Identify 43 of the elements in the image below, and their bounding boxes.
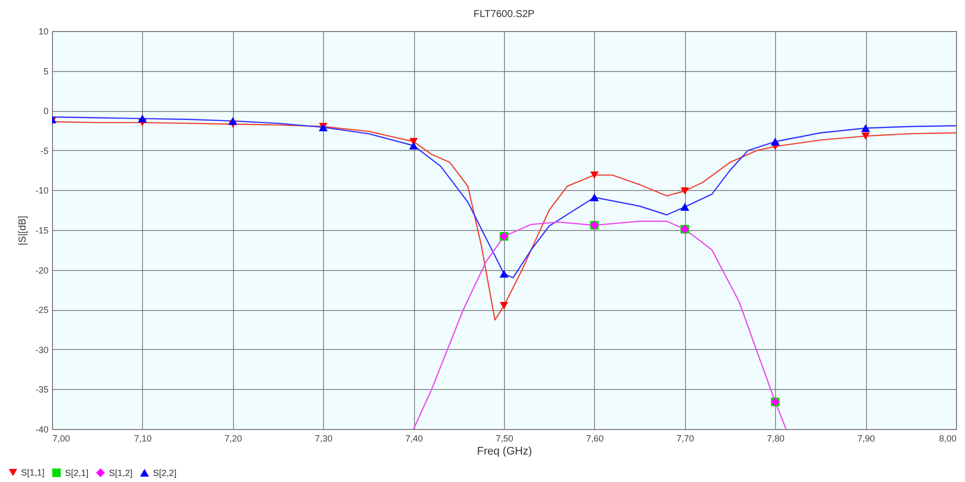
point xyxy=(770,138,780,146)
legend-label: S[1,1] xyxy=(21,468,45,478)
x-tick-label: 7,60 xyxy=(586,434,604,444)
chart-title: FLT7600.S2P xyxy=(474,9,535,20)
x-axis-title: Freq (GHz) xyxy=(477,446,532,458)
y-tick-label: 0 xyxy=(43,106,48,116)
y-axis-title: |S|[dB] xyxy=(17,215,28,246)
y-tick-label: -20 xyxy=(35,265,48,276)
point xyxy=(861,132,870,140)
point xyxy=(138,114,147,122)
y-tick-label: -15 xyxy=(35,226,48,236)
point xyxy=(409,142,418,150)
y-tick-label: -40 xyxy=(35,424,48,434)
line-series xyxy=(413,220,787,429)
x-tick-label: 7,10 xyxy=(134,434,152,444)
x-tick-label: 7,70 xyxy=(676,434,694,444)
legend-label: S[1,2] xyxy=(109,468,133,478)
x-tick-label: 7,30 xyxy=(314,434,332,444)
x-tick-label: 7,40 xyxy=(405,434,423,444)
point xyxy=(228,117,238,125)
point xyxy=(590,193,599,202)
point xyxy=(500,302,508,310)
line-series xyxy=(52,116,956,278)
point xyxy=(680,187,689,195)
point xyxy=(590,171,599,179)
x-tick-label: 7,00 xyxy=(52,434,70,444)
y-tick-label: 5 xyxy=(43,66,48,76)
y-tick-label: -35 xyxy=(35,384,48,395)
x-tick-label: 7,90 xyxy=(857,434,875,444)
legend-label: S[2,2] xyxy=(153,468,177,478)
y-tick-label: -5 xyxy=(40,146,48,156)
x-tick-label: 7,80 xyxy=(766,434,784,444)
y-tick-label: -25 xyxy=(35,305,48,316)
point xyxy=(680,203,690,211)
y-tick-label: -30 xyxy=(35,344,48,355)
y-tick-label: 10 xyxy=(38,26,48,36)
x-tick-label: 7,20 xyxy=(224,434,242,444)
x-tick-label: 8,00 xyxy=(938,434,956,444)
legend-label: S[2,1] xyxy=(65,468,89,478)
point xyxy=(500,270,508,278)
point xyxy=(861,124,870,132)
y-tick-label: -10 xyxy=(35,186,48,196)
x-tick-label: 7,50 xyxy=(496,434,514,444)
